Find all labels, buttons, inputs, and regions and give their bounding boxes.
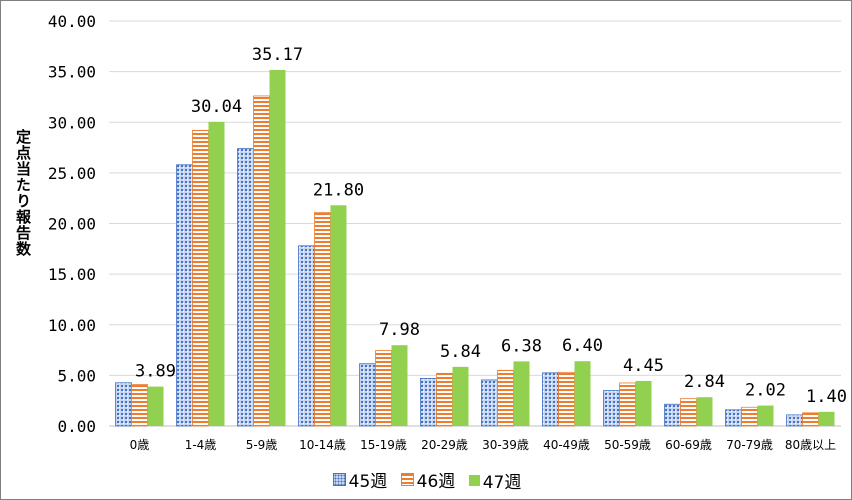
x-tick-label: 10-14歳 (299, 438, 346, 452)
bar-46週 (802, 412, 819, 427)
legend-label-47: 47週 (482, 473, 522, 493)
bar-47週 (574, 361, 591, 426)
x-tick-label: 70-79歳 (726, 438, 773, 452)
bar-45週 (176, 164, 193, 427)
x-tick-label: 20-29歳 (421, 438, 468, 452)
bar-45週 (115, 382, 132, 427)
legend-swatch-47 (468, 475, 480, 486)
x-tick-label: 0歳 (130, 438, 150, 452)
bar-46週 (436, 372, 453, 427)
data-label: 2.02 (745, 381, 786, 401)
bar-47週 (269, 69, 286, 426)
bar-45週 (542, 372, 559, 427)
legend-label-45: 45週 (348, 472, 388, 492)
data-label: 21.80 (313, 180, 364, 200)
legend-label-46: 46週 (416, 472, 456, 492)
y-tick-label: 10.00 (48, 316, 96, 335)
data-label: 6.40 (562, 336, 603, 356)
x-tick-label: 30-39歳 (482, 438, 529, 452)
data-label: 30.04 (191, 97, 242, 117)
x-tick-label: 5-9歳 (246, 438, 278, 452)
bar-47週 (757, 405, 774, 426)
x-tick-label: 15-19歳 (360, 438, 407, 452)
legend-swatch-46 (400, 473, 414, 486)
bar-46週 (253, 95, 270, 427)
legend-item-47: 47週 (468, 468, 522, 493)
y-tick-label: 20.00 (48, 215, 96, 234)
bar-45週 (237, 148, 254, 427)
bar-46週 (619, 382, 636, 427)
data-label: 5.84 (440, 342, 481, 362)
data-label: 6.38 (501, 336, 542, 356)
bar-47週 (513, 361, 530, 426)
legend: 45週 46週 47週 (1, 467, 851, 493)
y-tick-label: 35.00 (48, 63, 96, 82)
y-axis-title: 定点当たり報告数 (14, 129, 32, 257)
bar-45週 (664, 403, 681, 427)
y-tick-label: 15.00 (48, 265, 96, 284)
bar-45週 (298, 245, 315, 427)
y-tick-label: 0.00 (57, 417, 96, 436)
bar-45週 (359, 363, 376, 427)
bar-45週 (603, 390, 620, 427)
y-tick-label: 25.00 (48, 164, 96, 183)
bar-47週 (147, 386, 164, 426)
bar-46週 (375, 350, 392, 427)
bar-46週 (558, 371, 575, 427)
bar-45週 (725, 409, 742, 427)
data-label: 35.17 (252, 45, 303, 65)
data-label: 1.40 (806, 387, 847, 407)
data-label: 7.98 (379, 320, 420, 340)
bar-45週 (481, 379, 498, 427)
legend-item-46: 46週 (400, 467, 456, 492)
bar-47週 (818, 411, 835, 426)
bar-47週 (391, 345, 408, 426)
bar-47週 (330, 205, 347, 426)
x-tick-label: 1-4歳 (185, 438, 217, 452)
data-label: 3.89 (135, 362, 176, 382)
bar-47週 (696, 397, 713, 426)
bar-46週 (497, 369, 514, 427)
bar-47週 (635, 380, 652, 426)
bar-46週 (314, 211, 331, 427)
bar-46週 (741, 406, 758, 427)
x-tick-label: 50-59歳 (604, 438, 651, 452)
x-tick-label: 40-49歳 (543, 438, 590, 452)
y-tick-label: 30.00 (48, 113, 96, 132)
data-label: 4.45 (623, 356, 664, 376)
bar-46週 (131, 384, 148, 427)
legend-swatch-45 (332, 473, 346, 486)
bar-46週 (192, 129, 209, 427)
bar-47週 (208, 121, 225, 426)
bar-47週 (452, 366, 469, 426)
y-tick-label: 40.00 (48, 12, 96, 31)
legend-item-45: 45週 (332, 467, 388, 492)
bar-45週 (420, 378, 437, 427)
data-label: 2.84 (684, 372, 725, 392)
bar-45週 (786, 414, 803, 427)
x-tick-label: 80歳以上 (785, 438, 836, 452)
y-tick-label: 5.00 (57, 366, 96, 385)
x-tick-label: 60-69歳 (665, 438, 712, 452)
bar-46週 (680, 398, 697, 427)
